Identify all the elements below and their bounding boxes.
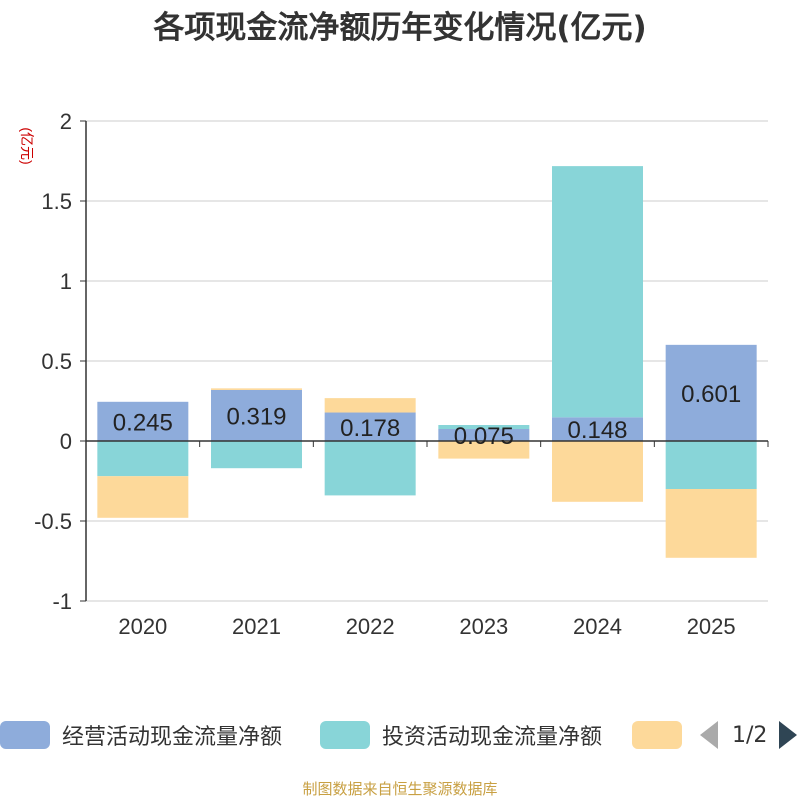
- bar-2022-series-3[interactable]: [324, 398, 416, 413]
- legend-swatch-financing: [632, 721, 682, 749]
- legend-swatch-operating: [0, 721, 50, 749]
- x-tick-label-2021: 2021: [232, 614, 281, 639]
- legend-next-page-icon[interactable]: [779, 721, 798, 749]
- legend-label-investing: 投资活动现金流量净额: [382, 725, 603, 750]
- x-tick-label-2020: 2020: [118, 614, 167, 639]
- bar-2023-series-2[interactable]: [438, 425, 530, 429]
- bar-2023-series-3[interactable]: [438, 441, 530, 459]
- bar-2025-series-3[interactable]: [665, 489, 757, 558]
- data-label-2024: 0.148: [567, 417, 627, 444]
- data-labels: 0.245 0.319 0.178 0.075 0.148 0.601: [113, 381, 741, 450]
- bar-2020-series-2[interactable]: [97, 441, 189, 477]
- bar-2024-series-2[interactable]: [552, 166, 643, 418]
- bar-2020-series-3[interactable]: [97, 476, 189, 518]
- x-tick-label-2024: 2024: [573, 614, 622, 639]
- bar-2022-series-1[interactable]: [324, 412, 416, 441]
- chart-title: 各项现金流净额历年变化情况(亿元): [153, 10, 647, 46]
- data-label-2021: 0.319: [226, 403, 286, 430]
- legend-pager: 1/2: [700, 716, 798, 754]
- y-tick-label: -1: [52, 589, 72, 614]
- y-tick-label: 1: [60, 269, 72, 294]
- bar-2023-series-1[interactable]: [438, 429, 530, 441]
- legend: 经营活动现金流量净额 投资活动现金流量净额 1/2: [0, 716, 800, 754]
- legend-page-indicator: 1/2: [732, 722, 768, 748]
- legend-item-financing[interactable]: [632, 716, 694, 754]
- data-label-2022: 0.178: [340, 415, 400, 442]
- legend-swatch-investing: [320, 721, 370, 749]
- y-axis-label: (亿元): [19, 127, 35, 164]
- legend-item-operating[interactable]: 经营活动现金流量净额: [0, 716, 282, 754]
- grid-lines: [86, 120, 768, 602]
- bar-2021-series-3[interactable]: [211, 388, 302, 390]
- legend-label-operating: 经营活动现金流量净额: [62, 725, 283, 750]
- x-tick-label-2022: 2022: [346, 614, 395, 639]
- data-label-2023: 0.075: [454, 423, 514, 450]
- bar-2021-series-2[interactable]: [211, 441, 302, 469]
- x-tick-label-2025: 2025: [687, 614, 736, 639]
- bar-2021-series-1[interactable]: [211, 389, 302, 441]
- x-tick-label-2023: 2023: [459, 614, 508, 639]
- bar-2025-series-2[interactable]: [665, 441, 757, 489]
- legend-prev-page-icon[interactable]: [700, 721, 718, 749]
- legend-item-investing[interactable]: 投资活动现金流量净额: [320, 716, 602, 754]
- bar-2024-series-3[interactable]: [552, 441, 643, 502]
- axes: 2 1.5 1 0.5 0 -0.5 -1 2020 2021 2022 2023 2024 2025: [34, 109, 769, 639]
- bar-2024-series-1[interactable]: [552, 417, 643, 441]
- bars: [97, 166, 757, 558]
- y-tick-label: 1.5: [41, 189, 72, 214]
- data-label-2020: 0.245: [113, 409, 173, 436]
- y-tick-label: -0.5: [34, 509, 72, 534]
- bar-2020-series-1[interactable]: [97, 401, 189, 441]
- y-tick-label: 0.5: [41, 349, 72, 374]
- y-tick-label: 0: [60, 429, 72, 454]
- bar-2025-series-1[interactable]: [665, 344, 757, 441]
- bar-2022-series-2[interactable]: [324, 441, 416, 496]
- data-label-2025: 0.601: [681, 381, 741, 408]
- y-tick-label: 2: [60, 109, 72, 134]
- data-source-note: 制图数据来自恒生聚源数据库: [302, 780, 498, 798]
